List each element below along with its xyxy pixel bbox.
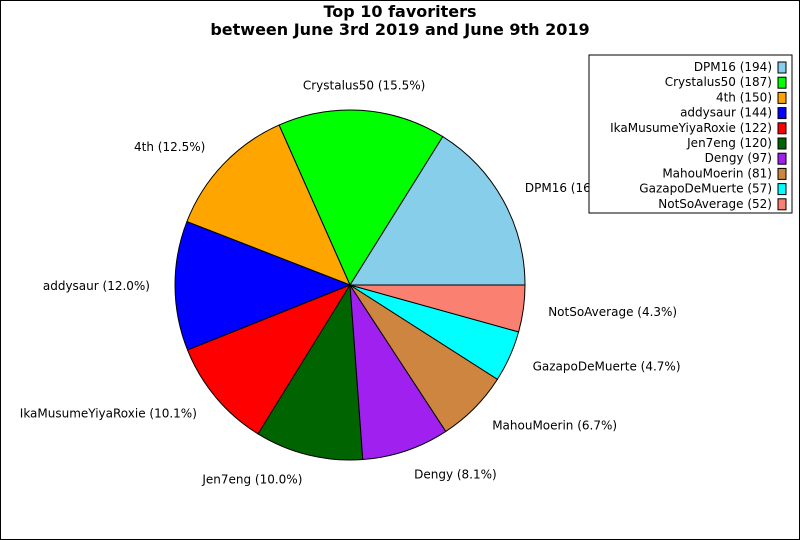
legend-entry-gazapodemuerte: GazapoDeMuerte (57) <box>639 182 772 196</box>
legend-box <box>588 54 793 214</box>
pie-slice-dengy <box>349 283 447 461</box>
slice-label-gazapodemuerte: GazapoDeMuerte (4.7%) <box>533 360 681 374</box>
legend-swatch-gazapodemuerte <box>777 183 787 196</box>
slice-label-notsoaverage: NotSoAverage (4.3%) <box>548 305 677 319</box>
pie-slice-dpm16 <box>349 135 526 286</box>
legend-swatch-notsoaverage <box>777 198 787 211</box>
legend-swatch-4th <box>777 91 787 104</box>
slice-label-jen7eng: Jen7eng (10.0%) <box>201 472 302 486</box>
legend-swatch-jen7eng <box>777 137 787 150</box>
legend-swatch-crystalus50 <box>777 76 787 89</box>
legend-entry-mahoumoerin: MahouMoerin (81) <box>662 166 772 180</box>
slice-label-ikamusumeyiyaroxie: IkaMusumeYiyaRoxie (10.1%) <box>20 407 197 421</box>
legend-swatch-ikamusumeyiyaroxie <box>777 122 787 135</box>
pie-slice-notsoaverage <box>349 284 526 333</box>
chart-title-line-1: Top 10 favoriters <box>323 2 476 21</box>
slice-label-dengy: Dengy (8.1%) <box>414 468 497 482</box>
legend-entry-4th: 4th (150) <box>716 90 772 104</box>
pie-slice-jen7eng <box>257 283 364 461</box>
legend-swatch-dengy <box>777 152 787 165</box>
chart-title-line-2: between June 3rd 2019 and June 9th 2019 <box>210 20 589 39</box>
legend-entry-notsoaverage: NotSoAverage (52) <box>658 197 772 211</box>
legend: DPM16 (194)Crystalus50 (187)4th (150) add… <box>588 54 793 214</box>
legend-entry-jen7eng: Jen7eng (120) <box>686 136 772 150</box>
legend-entry-addysaur: addysaur (144) <box>680 106 772 120</box>
pie-slices <box>174 109 526 461</box>
slice-label-mahoumoerin: MahouMoerin (6.7%) <box>492 419 617 433</box>
legend-entry-crystalus50: Crystalus50 (187) <box>665 75 772 89</box>
slice-label-4th: 4th (12.5%) <box>134 140 205 154</box>
legend-swatch-mahoumoerin <box>777 167 787 180</box>
legend-entry-dpm16: DPM16 (194) <box>694 60 772 74</box>
pie-slice-4th <box>186 124 351 286</box>
pie-slice-ikamusumeyiyaroxie <box>186 283 352 435</box>
legend-entry-ikamusumeyiyaroxie: IkaMusumeYiyaRoxie (122) <box>610 121 772 135</box>
legend-swatch-addysaur <box>777 107 787 120</box>
slice-label-addysaur: addysaur (12.0%) <box>43 279 150 293</box>
pie-labels: DPM16 (16.2%)Crystalus50 (15.5%)4th (12.… <box>20 79 681 487</box>
legend-entry-dengy: Dengy (97) <box>705 151 772 165</box>
slice-label-crystalus50: Crystalus50 (15.5%) <box>303 79 425 93</box>
pie-slice-crystalus50 <box>278 109 444 287</box>
legend-swatch-dpm16 <box>777 61 787 74</box>
pie-slice-addysaur <box>174 220 352 351</box>
